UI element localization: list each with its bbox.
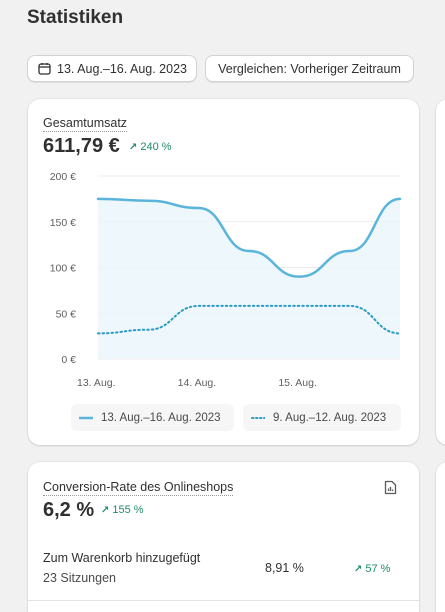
y-tick-label: 200 € [50,171,76,183]
legend-previous-label: 9. Aug.–12. Aug. 2023 [273,411,387,424]
current-series-area [98,198,400,359]
add-to-cart-label: Zum Warenkorb hinzugefügt [43,551,201,565]
y-tick-label: 0 € [61,354,76,366]
x-tick-label: 13. Aug. [77,377,116,389]
y-tick-label: 50 € [56,308,77,320]
previous-series-line [97,304,401,335]
report-icon[interactable] [384,480,397,500]
legend-dotted-line-icon [251,416,265,420]
next-card-peek [436,462,445,612]
trend-up-icon: ↗ [101,504,110,516]
sales-line-chart: 200 € 150 € 100 € 50 € 0 €13. Aug. 14. Aug. 15… [50,171,402,389]
conversion-metric-label[interactable]: Conversion-Rate des Onlineshops [43,480,234,496]
sales-metric-label[interactable]: Gesamtumsatz [43,116,128,132]
add-to-cart-sessions: 23 Sitzungen [43,571,116,585]
sales-trend-badge: ↗ 240 % [129,141,172,153]
add-to-cart-rate: 8,91 % [265,561,304,575]
sales-metric-value: 611,79 € [43,135,120,157]
conversion-trend-badge: ↗ 155 % [101,504,144,516]
legend-solid-line-icon [79,416,93,420]
add-to-cart-trend-value: 57 % [365,563,391,575]
row-divider [28,600,419,601]
conversion-rate-card: Conversion-Rate des Onlineshops 6,2 % ↗ … [28,462,419,612]
legend-previous-period[interactable]: 9. Aug.–12. Aug. 2023 [243,404,401,431]
legend-current-period[interactable]: 13. Aug.–16. Aug. 2023 [71,404,234,431]
compare-label: Vergleichen: Vorheriger Zeitraum [218,61,401,76]
current-series-line [96,197,402,278]
trend-up-icon: ↗ [129,141,138,153]
legend-current-label: 13. Aug.–16. Aug. 2023 [101,411,221,424]
y-tick-label: 150 € [50,217,76,229]
x-tick-label: 14. Aug. [178,377,217,389]
date-range-label: 13. Aug.–16. Aug. 2023 [57,61,187,76]
page-title: Statistiken [27,7,124,28]
y-tick-label: 100 € [50,263,76,275]
calendar-icon [38,62,51,75]
date-range-button[interactable]: 13. Aug.–16. Aug. 2023 [27,55,197,82]
next-card-peek [436,99,445,445]
add-to-cart-trend: ↗ 57 % [354,563,390,575]
total-sales-card: Gesamtumsatz 611,79 € ↗ 240 % 200 € 150 €… [28,99,419,445]
conversion-trend-value: 155 % [112,504,144,516]
sales-trend-value: 240 % [140,141,172,153]
x-tick-label: 15. Aug. [278,377,317,389]
compare-button[interactable]: Vergleichen: Vorheriger Zeitraum [205,55,414,82]
trend-up-icon: ↗ [354,563,363,575]
conversion-metric-value: 6,2 % [43,499,95,521]
